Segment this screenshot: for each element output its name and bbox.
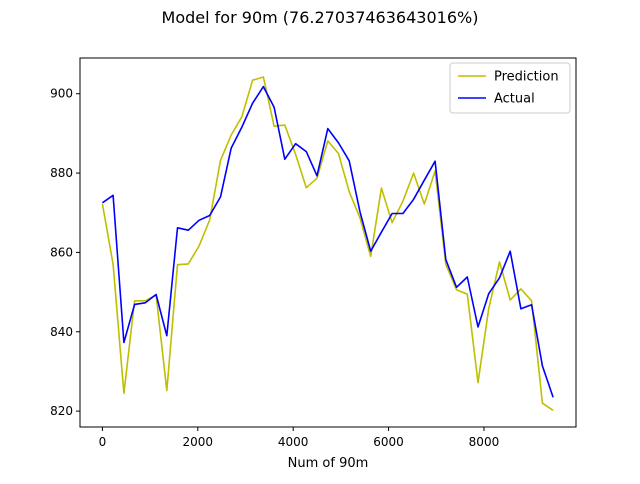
- y-tick-label: 840: [50, 325, 73, 339]
- chart-title: Model for 90m (76.27037463643016%): [161, 8, 479, 27]
- axes-frame: [79, 57, 577, 428]
- x-axis-ticks: 0 2000 4000 6000 8000: [99, 427, 500, 449]
- x-tick-label: 0: [99, 435, 107, 449]
- legend: Prediction Actual: [449, 62, 571, 114]
- x-tick-label: 4000: [278, 435, 309, 449]
- legend-label-actual: Actual: [494, 92, 535, 107]
- y-axis-ticks: 820 840 860 880 900: [50, 87, 80, 418]
- y-tick-label: 880: [50, 166, 73, 180]
- series-line-prediction: [101, 76, 554, 411]
- x-tick-label: 6000: [373, 435, 404, 449]
- x-tick-label: 2000: [183, 435, 214, 449]
- y-tick-label: 860: [50, 245, 73, 259]
- legend-label-prediction: Prediction: [494, 70, 559, 85]
- x-tick-label: 8000: [469, 435, 500, 449]
- x-axis-label: Num of 90m: [288, 456, 369, 471]
- y-tick-label: 900: [50, 87, 73, 101]
- y-tick-label: 820: [50, 404, 73, 418]
- series-lines: [101, 76, 554, 411]
- series-line-actual: [101, 85, 554, 398]
